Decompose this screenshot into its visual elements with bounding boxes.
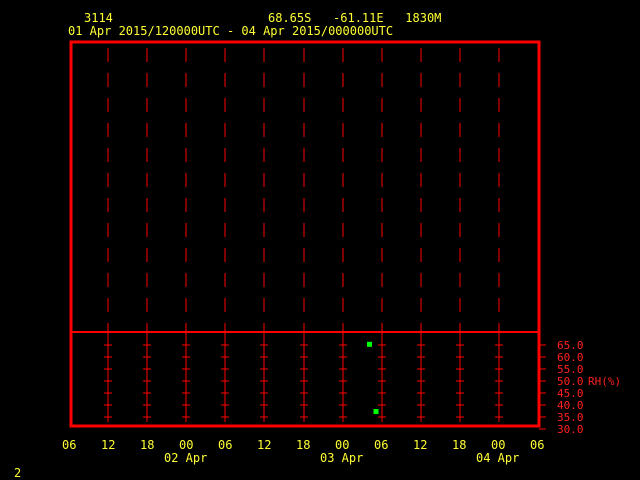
data-point bbox=[367, 341, 372, 347]
x-tick-label: 06 bbox=[62, 438, 77, 452]
y-tick-label: 35.0 bbox=[557, 411, 584, 424]
x-date-label: 04 Apr bbox=[476, 451, 520, 465]
plot-frame bbox=[69, 40, 541, 428]
x-tick-label: 12 bbox=[257, 438, 272, 452]
station-location: 68.65S -61.11E 1830M bbox=[268, 11, 442, 25]
x-date-label: 03 Apr bbox=[320, 451, 364, 465]
x-tick-label: 12 bbox=[101, 438, 116, 452]
data-point bbox=[373, 409, 379, 414]
x-tick-label: 06 bbox=[218, 438, 233, 452]
x-tick-label: 18 bbox=[452, 438, 467, 452]
y-tick-label: 65.0 bbox=[557, 339, 584, 352]
station-id: 3114 bbox=[84, 11, 113, 25]
y-tick-label: 45.0 bbox=[557, 387, 584, 400]
y-tick-label: 30.0 bbox=[557, 423, 584, 436]
y-tick-label: 50.0 bbox=[557, 375, 584, 388]
time-range: 01 Apr 2015/120000UTC - 04 Apr 2015/0000… bbox=[68, 24, 394, 38]
x-tick-label: 00 bbox=[335, 438, 350, 452]
x-tick-label: 00 bbox=[491, 438, 506, 452]
x-tick-label: 06 bbox=[530, 438, 545, 452]
x-tick-label: 12 bbox=[413, 438, 428, 452]
y-tick-label: 60.0 bbox=[557, 351, 584, 364]
y-tick-label: 55.0 bbox=[557, 363, 584, 376]
x-tick-label: 18 bbox=[296, 438, 311, 452]
x-date-label: 02 Apr bbox=[164, 451, 208, 465]
y-axis-label: RH(%) bbox=[588, 375, 622, 388]
x-tick-label: 00 bbox=[179, 438, 194, 452]
page-number: 2 bbox=[14, 466, 22, 480]
y-tick-label: 40.0 bbox=[557, 399, 584, 412]
x-tick-label: 06 bbox=[374, 438, 389, 452]
x-tick-label: 18 bbox=[140, 438, 155, 452]
